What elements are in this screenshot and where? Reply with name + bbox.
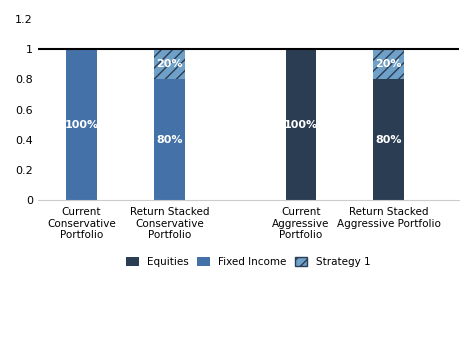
Legend: Equities, Fixed Income, Strategy 1: Equities, Fixed Income, Strategy 1 — [122, 252, 374, 271]
Bar — [154, 49, 185, 79]
Text: 80%: 80% — [375, 135, 402, 145]
Text: 80%: 80% — [156, 135, 182, 145]
Text: 20%: 20% — [375, 59, 402, 69]
Text: 100%: 100% — [64, 120, 99, 130]
Bar — [154, 49, 185, 79]
Bar — [374, 49, 404, 79]
Text: 100%: 100% — [284, 120, 318, 130]
Bar — [286, 49, 316, 200]
Bar — [374, 49, 404, 79]
Bar — [154, 79, 185, 200]
Bar — [66, 49, 97, 200]
Bar — [374, 79, 404, 200]
Text: 20%: 20% — [156, 59, 182, 69]
